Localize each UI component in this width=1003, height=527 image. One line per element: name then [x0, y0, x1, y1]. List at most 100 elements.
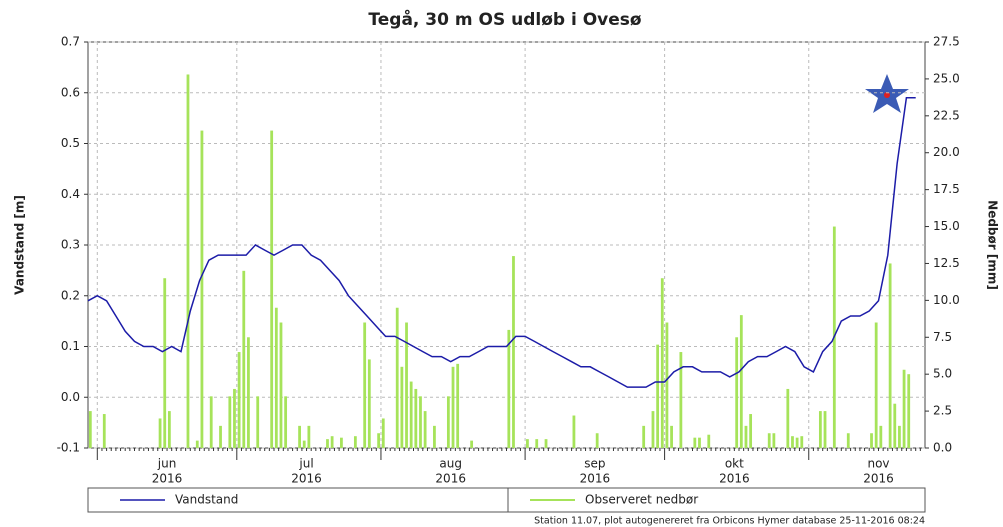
y-tick-label: 0.3	[61, 238, 80, 252]
precip-bar	[470, 440, 474, 448]
precip-bar	[88, 411, 92, 448]
y2-axis-label: Nedbør [mm]	[986, 200, 1000, 290]
x-tick-year: 2016	[291, 472, 322, 486]
precip-bar	[744, 425, 748, 448]
x-tick-year: 2016	[719, 472, 750, 486]
chart-title: Tegå, 30 m OS udløb i Ovesø	[368, 8, 641, 30]
precip-bar	[270, 130, 274, 448]
precip-bar	[767, 433, 771, 448]
precip-bar	[735, 337, 739, 448]
x-tick-month: aug	[439, 457, 462, 471]
y2-tick-label: 0.0	[933, 441, 952, 455]
y-tick-label: 0.1	[61, 339, 80, 353]
x-tick-year: 2016	[435, 472, 466, 486]
precip-bar	[679, 352, 683, 448]
precip-bar	[186, 74, 190, 448]
precip-bar	[572, 415, 576, 448]
precip-bar	[302, 440, 306, 448]
precip-bar	[456, 363, 460, 448]
precip-bar	[451, 366, 455, 448]
precip-bar	[307, 425, 311, 448]
precip-bar	[749, 414, 753, 448]
precip-bar	[353, 436, 357, 448]
precip-bar	[279, 322, 283, 448]
precip-bar	[888, 263, 892, 448]
precip-bar	[409, 381, 413, 448]
precip-bar	[228, 396, 232, 448]
precip-bar	[195, 440, 199, 448]
precip-bar	[167, 411, 171, 448]
precip-bar	[330, 436, 334, 448]
precip-bar	[526, 439, 529, 448]
precip-bar	[163, 278, 167, 448]
precip-bar	[242, 270, 246, 448]
precip-bar	[377, 433, 381, 448]
precip-bar	[237, 352, 241, 448]
y2-tick-label: 25.0	[933, 71, 960, 85]
precip-bar	[874, 322, 878, 448]
legend-label: Vandstand	[175, 493, 238, 507]
y-tick-label: 0.2	[61, 288, 80, 302]
y-tick-label: 0.7	[61, 35, 80, 49]
precip-bar	[693, 437, 697, 448]
water-level-line	[87, 97, 916, 388]
precip-bar	[535, 439, 539, 448]
precip-bar	[284, 396, 288, 448]
y-tick-label: -0.1	[57, 441, 80, 455]
precip-bar	[274, 307, 278, 448]
precip-bar	[367, 359, 371, 448]
plot-area	[87, 41, 926, 449]
y2-tick-label: 2.5	[933, 404, 952, 418]
precip-bar	[326, 439, 329, 448]
precip-bar	[298, 425, 301, 448]
legend-box	[87, 487, 926, 513]
y-tick-label: 0.5	[61, 136, 80, 150]
precip-bar	[256, 396, 260, 448]
precip-bar	[660, 278, 664, 448]
precip-bar	[414, 388, 418, 448]
precip-bar	[395, 307, 399, 448]
y2-tick-label: 15.0	[933, 219, 960, 233]
precip-bar	[870, 433, 873, 448]
precip-bar	[823, 411, 827, 448]
x-tick-year: 2016	[152, 472, 183, 486]
precip-bar	[651, 411, 655, 448]
x-tick-year: 2016	[580, 472, 611, 486]
y2-tick-label: 17.5	[933, 182, 960, 196]
precip-bar	[446, 396, 450, 448]
precip-bar	[656, 344, 660, 448]
precip-bar	[433, 425, 436, 448]
precip-bar	[219, 425, 222, 448]
precip-bar	[209, 396, 213, 448]
y2-tick-label: 20.0	[933, 145, 960, 159]
x-tick-month: jul	[298, 457, 313, 471]
x-tick-year: 2016	[863, 472, 894, 486]
precip-bar	[846, 433, 850, 448]
precip-bar	[772, 433, 776, 448]
precip-bar	[665, 322, 669, 448]
precip-bar	[707, 434, 711, 448]
location-dot	[884, 92, 890, 98]
precip-bar	[423, 411, 427, 448]
precip-bar	[642, 425, 646, 448]
y2-tick-label: 5.0	[933, 367, 952, 381]
y2-tick-label: 7.5	[933, 330, 952, 344]
precip-bar	[102, 414, 106, 448]
precip-bar	[739, 315, 743, 448]
y2-tick-label: 10.0	[933, 293, 960, 307]
precip-bar	[512, 256, 515, 448]
precip-bar	[419, 396, 422, 448]
precip-bar	[340, 437, 343, 448]
precip-bar	[670, 425, 673, 448]
precip-bar	[200, 130, 204, 448]
x-tick-month: okt	[725, 457, 744, 471]
precip-bar	[893, 403, 897, 448]
precip-bar	[898, 425, 901, 448]
y2-tick-label: 27.5	[933, 35, 960, 49]
precip-bar	[400, 366, 404, 448]
y2-tick-label: 12.5	[933, 256, 960, 270]
precip-bar	[158, 418, 162, 448]
y-axis-label: Vandstand [m]	[13, 195, 27, 295]
precip-bar	[786, 388, 790, 448]
